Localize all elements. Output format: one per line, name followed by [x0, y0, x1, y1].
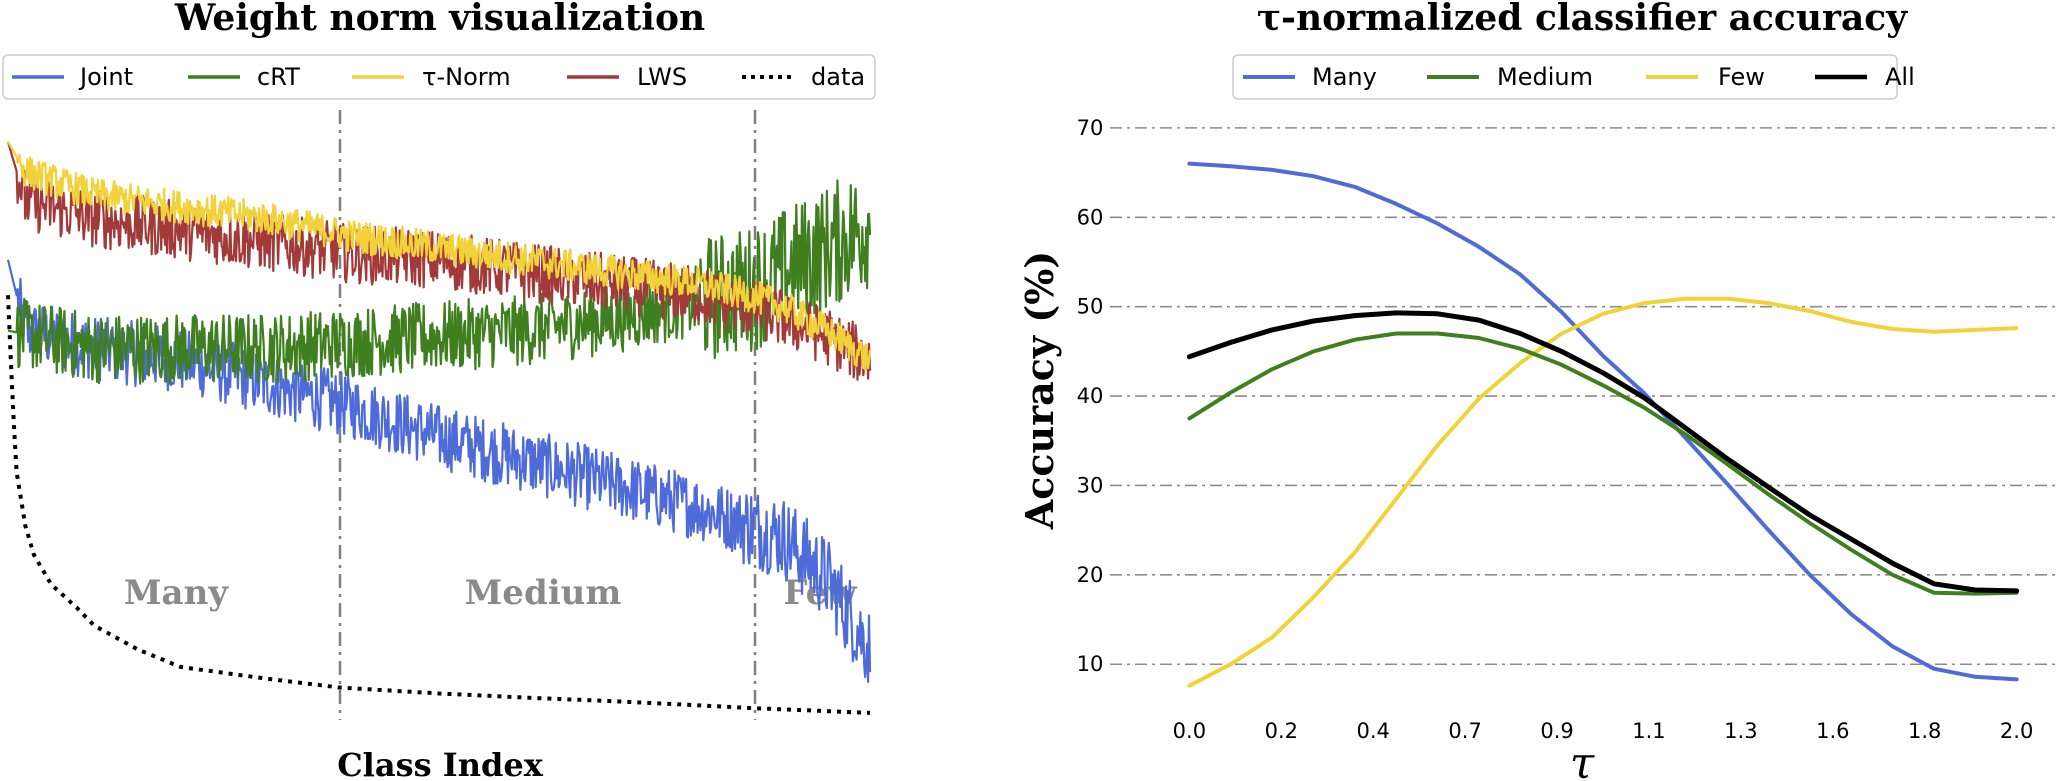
x-tick-label-0: 0.0	[1173, 719, 1206, 743]
x-tick-label-3: 0.7	[1448, 719, 1481, 743]
right-chart-title: τ-normalized classifier accuracy	[1257, 0, 1908, 39]
left-series-group	[6, 141, 872, 715]
y-tick-label-40: 40	[1077, 384, 1104, 408]
x-tick-label-7: 1.6	[1816, 719, 1849, 743]
x-tick-label-2: 0.4	[1356, 719, 1389, 743]
series-line-tau-norm	[7, 141, 872, 371]
left-legend: Joint cRT τ-Norm LWS data	[2, 54, 876, 100]
left-legend-frame	[2, 54, 876, 100]
x-tick-label-6: 1.3	[1724, 719, 1757, 743]
right-legend-frame	[1232, 54, 1898, 100]
x-tick-label-9: 2.0	[2000, 719, 2033, 743]
y-tick-label-20: 20	[1077, 563, 1104, 587]
y-tick-label-10: 10	[1077, 652, 1104, 676]
right-series-group	[1186, 161, 2020, 688]
legend-label-many: Many	[1312, 63, 1377, 91]
series-line-medium	[1187, 331, 2019, 596]
right-grid	[1110, 127, 2058, 666]
right-legend: Many Medium Few All	[1232, 54, 1915, 100]
legend-label-crt: cRT	[257, 63, 300, 91]
right-y-axis-label: Accuracy (%)	[1017, 251, 1062, 531]
x-tick-label-8: 1.8	[1908, 719, 1941, 743]
legend-label-medium: Medium	[1497, 63, 1593, 91]
region-label-medium: Medium	[465, 573, 622, 613]
legend-label-joint: Joint	[78, 63, 133, 91]
series-line-data	[6, 295, 871, 715]
series-line-lws	[6, 141, 872, 381]
legend-label-all: All	[1885, 63, 1915, 91]
series-line-few	[1187, 296, 2019, 688]
legend-label-few: Few	[1718, 63, 1765, 91]
left-x-axis-label: Class Index	[337, 746, 544, 781]
legend-label-tau-norm: τ-Norm	[422, 63, 511, 91]
series-line-many	[1187, 161, 2019, 682]
x-tick-label-5: 1.1	[1632, 719, 1665, 743]
x-tick-label-4: 0.9	[1540, 719, 1573, 743]
legend-label-lws: LWS	[637, 63, 687, 91]
y-tick-label-30: 30	[1077, 473, 1104, 497]
y-tick-label-70: 70	[1077, 116, 1104, 140]
x-tick-label-1: 0.2	[1265, 719, 1298, 743]
right-x-axis-label: τ	[1570, 738, 1595, 781]
y-tick-label-50: 50	[1077, 295, 1104, 319]
right-x-ticks: 0.0 0.2 0.4 0.7 0.9 1.1 1.3 1.6 1.8 2.0	[1173, 719, 2034, 743]
left-chart-title: Weight norm visualization	[174, 0, 705, 39]
legend-label-data: data	[811, 63, 865, 91]
series-line-all	[1186, 310, 2020, 594]
region-label-many: Many	[124, 573, 229, 613]
y-tick-label-60: 60	[1077, 205, 1104, 229]
right-y-ticks: 10 20 30 40 50 60 70	[1077, 116, 1104, 676]
series-line-joint	[6, 259, 872, 684]
